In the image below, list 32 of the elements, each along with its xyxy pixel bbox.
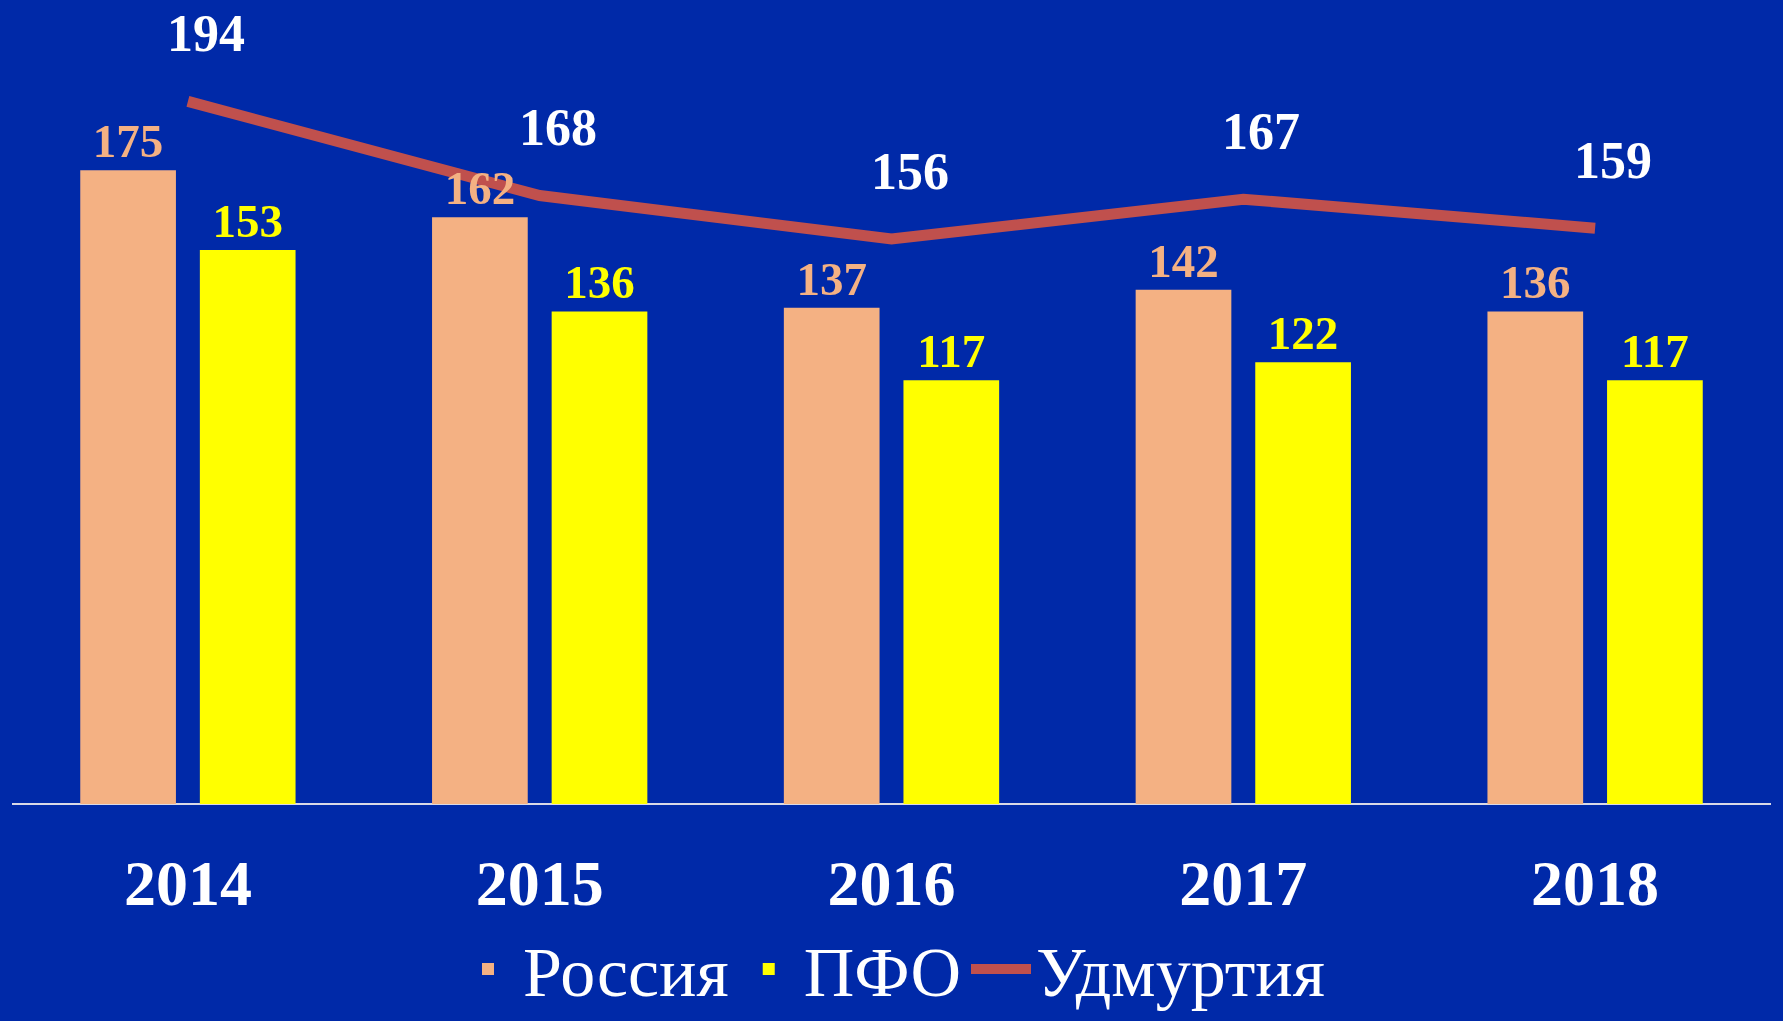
bar: [1135, 289, 1232, 804]
data-label: 137: [796, 252, 867, 305]
data-label: 117: [1620, 325, 1689, 378]
data-label: 156: [871, 143, 949, 200]
legend-label: ПФО: [803, 934, 961, 1012]
data-label: 142: [1148, 234, 1219, 287]
bar: [199, 249, 296, 804]
x-tick-label: 2014: [123, 847, 252, 919]
data-label: 122: [1267, 307, 1339, 360]
bar: [1255, 362, 1351, 804]
data-label: 136: [564, 256, 635, 309]
x-tick-label: 2017: [1179, 847, 1308, 919]
x-tick-label: 2018: [1531, 847, 1660, 919]
bar: [1487, 311, 1584, 804]
legend-label: Удмуртия: [1036, 934, 1325, 1012]
data-label: 194: [167, 5, 245, 62]
data-label: 117: [917, 325, 986, 378]
bar: [903, 380, 1000, 804]
data-label: 175: [92, 115, 164, 168]
bar: [1607, 380, 1703, 804]
bar: [551, 311, 648, 804]
bar: [80, 170, 176, 804]
data-label: 136: [1500, 256, 1571, 309]
data-label: 167: [1222, 103, 1300, 160]
x-tick-label: 2015: [475, 847, 604, 919]
data-label: 153: [212, 194, 283, 247]
legend-label: Россия: [523, 934, 729, 1012]
data-label: 159: [1574, 132, 1652, 189]
bar: [783, 307, 880, 804]
data-label: 168: [519, 99, 597, 156]
bar: [432, 217, 528, 804]
x-tick-label: 2016: [827, 847, 956, 919]
